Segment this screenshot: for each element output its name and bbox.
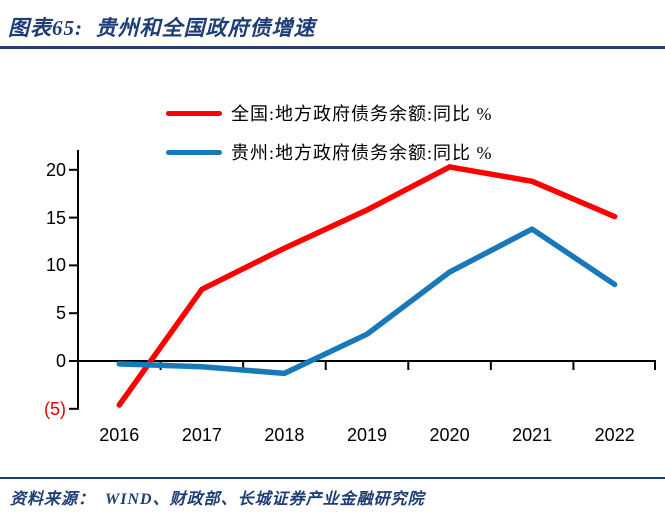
footer-divider xyxy=(0,477,665,479)
legend-label-guizhou: 贵州:地方政府债务余额:同比 % xyxy=(231,143,493,163)
national-line-swatch xyxy=(166,110,222,116)
legend-item-guizhou: 贵州:地方政府债务余额:同比 % xyxy=(166,139,493,165)
series-line-0 xyxy=(116,164,618,408)
page-title: 图表65: 贵州和全国政府债增速 xyxy=(8,16,316,40)
guizhou-line-swatch xyxy=(166,149,222,155)
series-line-1 xyxy=(116,226,618,377)
source-note: 资料来源： WIND、财政部、长城证券产业金融研究院 xyxy=(10,491,425,508)
chart-legend: 全国:地方政府债务余额:同比 % 贵州:地方政府债务余额:同比 % xyxy=(166,100,493,165)
legend-label-national: 全国:地方政府债务余额:同比 % xyxy=(231,104,493,124)
legend-item-national: 全国:地方政府债务余额:同比 % xyxy=(166,100,493,126)
title-divider xyxy=(0,46,665,49)
